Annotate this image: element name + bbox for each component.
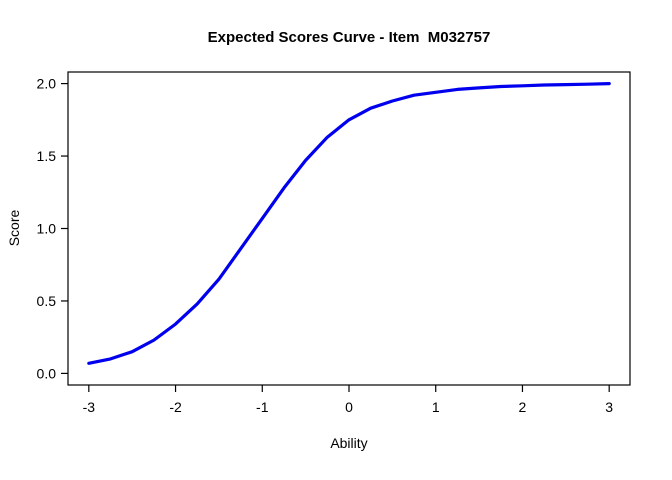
chart-title: Expected Scores Curve - Item M032757 (208, 29, 491, 46)
y-axis-tick-label: 1.0 (37, 221, 57, 237)
y-axis-tick-label: 0.0 (37, 365, 57, 381)
x-axis-tick-label: -3 (83, 399, 96, 415)
x-axis-label: Ability (330, 435, 367, 451)
x-axis-tick-label: 1 (432, 399, 440, 415)
series-layer (87, 81, 611, 365)
x-axis-tick-label: -2 (169, 399, 182, 415)
y-axis-label: Score (6, 210, 22, 247)
x-axis-tick-label: -1 (256, 399, 269, 415)
expected-score-curve (87, 81, 611, 365)
x-axis-tick-label: 0 (345, 399, 353, 415)
x-axis-tick-label: 3 (605, 399, 613, 415)
axes-ticks: -3 -2 -1 0 1 2 3 0.0 0.5 1.0 1.5 2.0 (37, 76, 614, 415)
y-axis-tick-label: 0.5 (37, 293, 57, 309)
y-axis-tick-label: 1.5 (37, 148, 57, 164)
y-axis-tick-label: 2.0 (37, 76, 57, 92)
x-axis-tick-label: 2 (519, 399, 527, 415)
